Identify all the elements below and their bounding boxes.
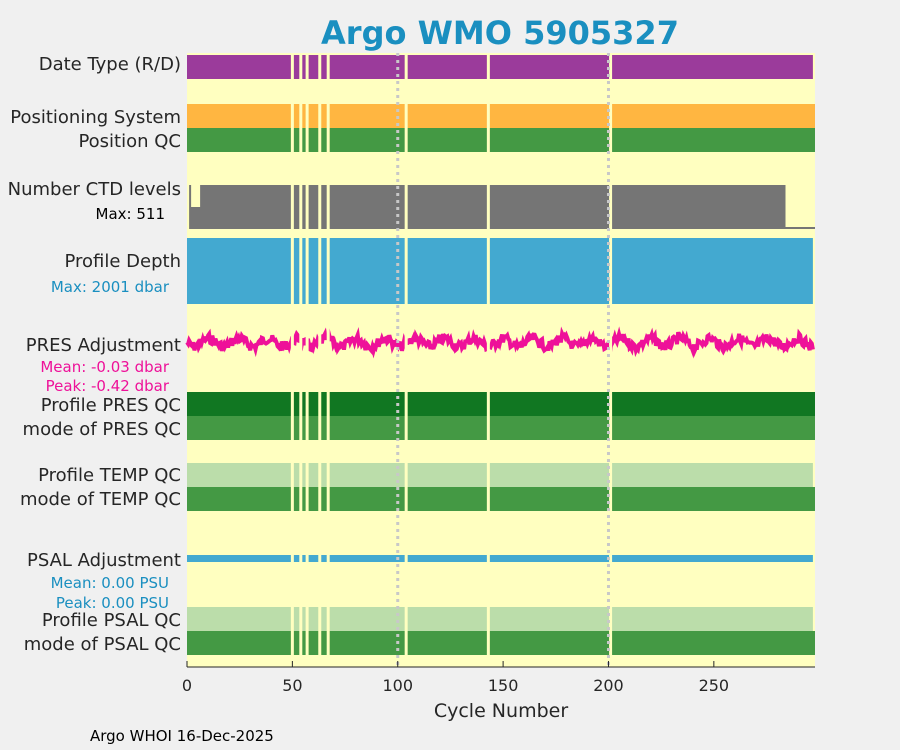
- cycle-gap: [290, 53, 294, 655]
- row-label-mode-pres-qc: mode of PRES QC: [23, 419, 181, 440]
- row-label-profile-pres-qc: Profile PRES QC: [41, 395, 181, 416]
- row-sublabel-psal-adjustment: Mean: 0.00 PSU: [51, 574, 169, 592]
- band-date-type: [187, 55, 813, 79]
- cycle-gap: [299, 53, 303, 655]
- x-tick-label: 0: [182, 676, 192, 695]
- x-tick-label: 50: [282, 676, 302, 695]
- chart-title: Argo WMO 5905327: [321, 14, 679, 52]
- row-labels: Date Type (R/D) Positioning System Positio…: [8, 54, 181, 655]
- row-sublabel-ctd-levels: Max: 511: [96, 205, 165, 223]
- cycle-gap: [486, 53, 490, 655]
- band-profile-psal-qc: [187, 607, 813, 631]
- row-label-profile-temp-qc: Profile TEMP QC: [38, 465, 181, 486]
- row-sublabel-profile-depth: Max: 2001 dbar: [51, 278, 170, 296]
- x-tick-label: 100: [382, 676, 413, 695]
- band-psal-adjustment: [187, 555, 813, 562]
- x-axis: 0 50 100 150 200 250: [182, 661, 815, 695]
- row-label-ctd-levels: Number CTD levels: [8, 179, 181, 200]
- cycle-gap: [609, 53, 613, 655]
- band-profile-depth: [187, 238, 813, 304]
- row-label-positioning: Positioning System: [10, 107, 181, 128]
- band-profile-pres-qc: [187, 392, 815, 416]
- reference-lines: [396, 53, 610, 667]
- row-label-profile-depth: Profile Depth: [64, 251, 181, 272]
- cycle-gaps: [290, 53, 613, 655]
- row-label-mode-temp-qc: mode of TEMP QC: [20, 489, 181, 510]
- band-profile-temp-qc: [187, 463, 813, 487]
- cycle-gap: [318, 53, 322, 655]
- row-sublabel2-pres-adjustment: Peak: -0.42 dbar: [46, 377, 170, 395]
- band-ctd-levels-tail: [785, 227, 815, 229]
- row-label-pres-adjustment: PRES Adjustment: [26, 335, 181, 356]
- footer-text: Argo WHOI 16-Dec-2025: [90, 727, 274, 745]
- band-mode-temp-qc: [187, 487, 815, 511]
- band-mode-psal-qc: [187, 631, 815, 655]
- x-tick-label: 250: [699, 676, 730, 695]
- x-axis-label: Cycle Number: [434, 700, 568, 722]
- row-sublabel-pres-adjustment: Mean: -0.03 dbar: [40, 358, 170, 376]
- cycle-gap: [305, 53, 309, 655]
- row-label-position-qc: Position QC: [78, 131, 181, 152]
- cycle-gap: [404, 53, 408, 655]
- band-mode-pres-qc: [187, 416, 815, 440]
- x-tick-label: 150: [488, 676, 519, 695]
- row-label-profile-psal-qc: Profile PSAL QC: [42, 610, 181, 631]
- cycle-gap: [326, 53, 330, 655]
- row-sublabel2-psal-adjustment: Peak: 0.00 PSU: [56, 594, 169, 612]
- row-label-psal-adjustment: PSAL Adjustment: [27, 550, 181, 571]
- band-position-qc: [187, 128, 815, 152]
- row-label-mode-psal-qc: mode of PSAL QC: [24, 634, 181, 655]
- band-positioning: [187, 104, 815, 128]
- x-tick-label: 200: [593, 676, 624, 695]
- row-label-date-type: Date Type (R/D): [39, 54, 181, 75]
- band-ctd-levels-notch: [191, 185, 201, 207]
